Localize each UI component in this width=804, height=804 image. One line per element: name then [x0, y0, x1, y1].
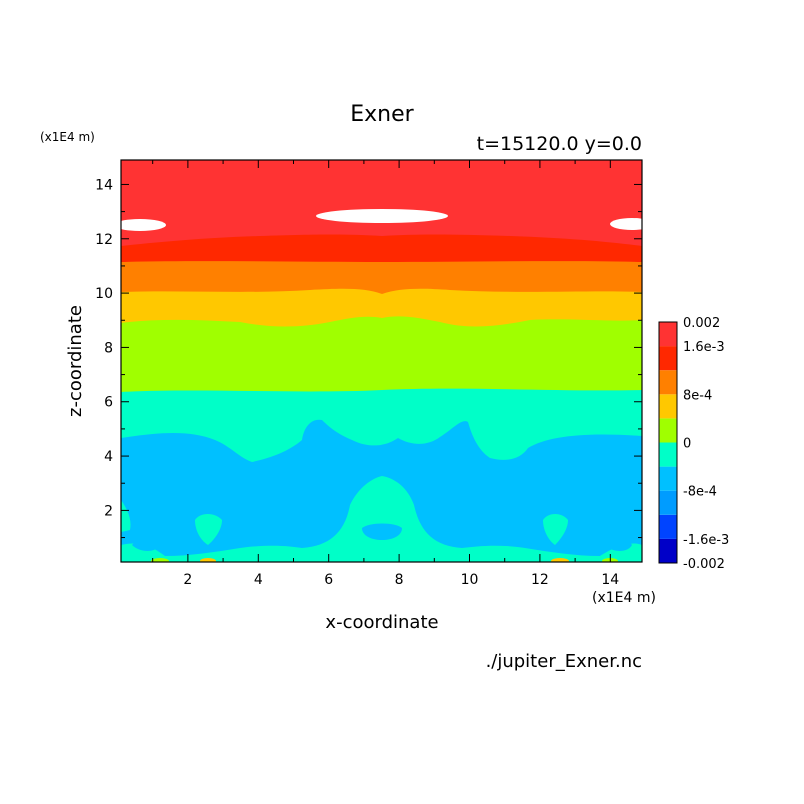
x-tick-label: 2 [183, 572, 192, 588]
x-tick-label: 10 [461, 572, 479, 588]
colorbar-swatch-9 [659, 322, 677, 347]
x-axis: 2 4 6 8 10 12 14 [152, 160, 619, 588]
bottom-spot-3 [551, 558, 569, 562]
y-tick-label: 14 [95, 177, 113, 193]
colorbar-frame [658, 321, 678, 564]
colorbar-swatch-3 [659, 466, 677, 491]
bottom-blob-right [543, 514, 568, 545]
y-tick-label: 10 [95, 286, 113, 302]
colorbar-swatch-7 [659, 370, 677, 395]
bottom-blob-far-left [121, 500, 131, 532]
above-max-patch-right [610, 218, 642, 230]
bottom-spot-1 [151, 558, 169, 562]
colorbar: 0.002 1.6e-3 8e-4 0 -8e-4 -1.6e-3 -0.002 [658, 316, 729, 572]
colorbar-tick-label: 1.6e-3 [683, 340, 725, 355]
chart-title: Exner [350, 102, 414, 127]
band-16-20 [121, 160, 642, 246]
above-max-patch-center [316, 209, 448, 223]
colorbar-tick-label: 8e-4 [683, 388, 712, 403]
colorbar-tick-label: -1.6e-3 [683, 533, 729, 548]
contour-plot [121, 160, 642, 562]
y-tick-label: 12 [95, 232, 113, 248]
plot-frame [120, 159, 643, 563]
x-axis-title: x-coordinate [325, 612, 438, 633]
colorbar-swatch-0 [659, 538, 677, 563]
colorbar-swatch-1 [659, 514, 677, 539]
bottom-blob-left [195, 514, 222, 545]
colorbar-tick-label: 0 [683, 437, 691, 452]
x-tick-label: 4 [254, 572, 263, 588]
colorbar-swatch-5 [659, 418, 677, 443]
bottom-blob-center-blue [362, 523, 402, 540]
bottom-blob-lower-left [132, 538, 160, 551]
colorbar-tick-label: -8e-4 [683, 485, 717, 500]
x-tick-label: 6 [324, 572, 333, 588]
x-tick-label: 8 [395, 572, 404, 588]
above-max-patch-left [121, 219, 166, 231]
y-axis: 2 4 6 8 10 12 14 [95, 177, 642, 539]
colorbar-tick-label: 0.002 [683, 316, 720, 331]
colorbar-swatch-6 [659, 394, 677, 419]
x-tick-label: 14 [601, 572, 619, 588]
chart-subtitle: t=15120.0 y=0.0 [477, 133, 642, 155]
bottom-blob-lower-right [605, 538, 632, 551]
y-tick-label: 8 [104, 340, 113, 356]
colorbar-swatch-2 [659, 490, 677, 515]
colorbar-swatch-4 [659, 442, 677, 467]
y-tick-label: 2 [104, 503, 113, 519]
y-tick-label: 4 [104, 449, 113, 465]
bottom-band-neg04-0 [121, 476, 642, 562]
y-unit-label: (x1E4 m) [40, 130, 95, 144]
source-file-label: ./jupiter_Exner.nc [486, 651, 642, 672]
x-unit-label: (x1E4 m) [592, 590, 656, 606]
bottom-spot-2 [200, 558, 216, 562]
colorbar-tick-label: -0.002 [683, 557, 725, 572]
colorbar-swatch-8 [659, 346, 677, 371]
x-tick-label: 12 [531, 572, 549, 588]
y-axis-title: z-coordinate [65, 305, 86, 417]
y-tick-label: 6 [104, 395, 113, 411]
